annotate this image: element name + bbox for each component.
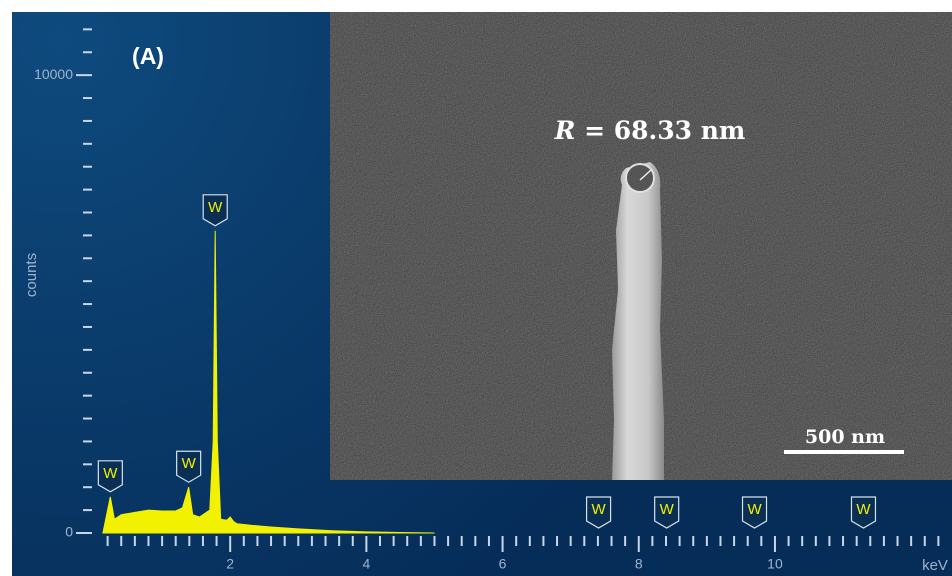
figure: (A) counts keV R = 68.33 nm 500 nm 0 1000… — [0, 0, 952, 576]
y-axis-label: counts — [23, 253, 40, 297]
radius-label: R = 68.33 nm — [554, 116, 746, 145]
marker-label: W — [660, 501, 675, 518]
marker-label: W — [208, 199, 223, 216]
scale-bar-label: 500 nm — [805, 426, 885, 448]
element-marker: W — [177, 451, 201, 482]
x-tick-label: 10 — [767, 556, 783, 572]
x-tick-label: 6 — [499, 556, 507, 572]
tip-circle — [626, 164, 654, 192]
marker-label: W — [591, 501, 606, 518]
marker-label: W — [747, 501, 762, 518]
x-tick-label: 8 — [635, 556, 643, 572]
element-marker: W — [203, 195, 227, 226]
element-marker: W — [743, 497, 767, 528]
x-tick-label: 2 — [226, 556, 234, 572]
marker-label: W — [103, 465, 118, 482]
element-marker: W — [655, 497, 679, 528]
nanowire — [612, 162, 664, 480]
sem-inset: R = 68.33 nm 500 nm — [330, 12, 952, 480]
element-marker: W — [98, 461, 122, 492]
scale-bar — [784, 450, 904, 454]
panel-label: (A) — [132, 43, 164, 69]
y-tick-label: 10000 — [34, 66, 73, 82]
x-tick-label: 4 — [362, 556, 370, 572]
marker-label: W — [182, 455, 197, 472]
marker-label: W — [856, 501, 871, 518]
x-axis-label: keV — [922, 557, 948, 574]
element-marker: W — [851, 497, 875, 528]
y-tick-label: 0 — [65, 524, 73, 540]
element-marker: W — [587, 497, 611, 528]
